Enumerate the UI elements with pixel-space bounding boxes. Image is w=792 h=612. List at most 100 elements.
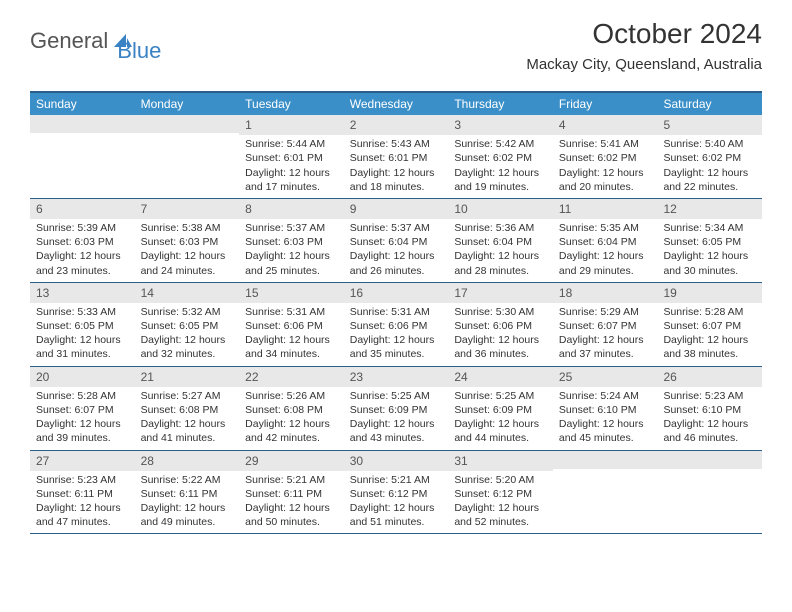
day-body: Sunrise: 5:21 AMSunset: 6:12 PMDaylight:… <box>344 471 449 534</box>
sunset-text: Sunset: 6:02 PM <box>559 151 652 165</box>
day-body: Sunrise: 5:31 AMSunset: 6:06 PMDaylight:… <box>239 303 344 366</box>
day-body <box>553 469 658 529</box>
daylight-text: Daylight: 12 hours and 34 minutes. <box>245 333 338 361</box>
day-body: Sunrise: 5:23 AMSunset: 6:10 PMDaylight:… <box>657 387 762 450</box>
day-number <box>30 115 135 133</box>
day-body: Sunrise: 5:24 AMSunset: 6:10 PMDaylight:… <box>553 387 658 450</box>
sunrise-text: Sunrise: 5:21 AM <box>350 473 443 487</box>
day-number: 19 <box>657 283 762 303</box>
daylight-text: Daylight: 12 hours and 49 minutes. <box>141 501 234 529</box>
sunset-text: Sunset: 6:02 PM <box>663 151 756 165</box>
day-body: Sunrise: 5:34 AMSunset: 6:05 PMDaylight:… <box>657 219 762 282</box>
sunset-text: Sunset: 6:12 PM <box>350 487 443 501</box>
daylight-text: Daylight: 12 hours and 38 minutes. <box>663 333 756 361</box>
day-number: 21 <box>135 367 240 387</box>
empty-cell <box>30 115 135 198</box>
day-number: 7 <box>135 199 240 219</box>
sunrise-text: Sunrise: 5:43 AM <box>350 137 443 151</box>
title-block: October 2024 Mackay City, Queensland, Au… <box>526 18 762 73</box>
sunset-text: Sunset: 6:05 PM <box>663 235 756 249</box>
logo-text-general: General <box>30 28 108 54</box>
day-number: 28 <box>135 451 240 471</box>
day-number: 25 <box>553 367 658 387</box>
sunrise-text: Sunrise: 5:42 AM <box>454 137 547 151</box>
daylight-text: Daylight: 12 hours and 31 minutes. <box>36 333 129 361</box>
daylight-text: Daylight: 12 hours and 46 minutes. <box>663 417 756 445</box>
sunrise-text: Sunrise: 5:24 AM <box>559 389 652 403</box>
day-cell: 28Sunrise: 5:22 AMSunset: 6:11 PMDayligh… <box>135 451 240 534</box>
day-body: Sunrise: 5:33 AMSunset: 6:05 PMDaylight:… <box>30 303 135 366</box>
day-number <box>657 451 762 469</box>
sunrise-text: Sunrise: 5:25 AM <box>350 389 443 403</box>
daylight-text: Daylight: 12 hours and 17 minutes. <box>245 166 338 194</box>
weekday-thursday: Thursday <box>448 93 553 115</box>
weeks-container: 1Sunrise: 5:44 AMSunset: 6:01 PMDaylight… <box>30 115 762 534</box>
day-cell: 2Sunrise: 5:43 AMSunset: 6:01 PMDaylight… <box>344 115 449 198</box>
week-row: 6Sunrise: 5:39 AMSunset: 6:03 PMDaylight… <box>30 199 762 283</box>
sunrise-text: Sunrise: 5:28 AM <box>36 389 129 403</box>
sunset-text: Sunset: 6:01 PM <box>350 151 443 165</box>
daylight-text: Daylight: 12 hours and 32 minutes. <box>141 333 234 361</box>
sunset-text: Sunset: 6:09 PM <box>350 403 443 417</box>
day-body: Sunrise: 5:42 AMSunset: 6:02 PMDaylight:… <box>448 135 553 198</box>
day-number: 11 <box>553 199 658 219</box>
sunset-text: Sunset: 6:03 PM <box>36 235 129 249</box>
week-row: 20Sunrise: 5:28 AMSunset: 6:07 PMDayligh… <box>30 367 762 451</box>
day-cell: 18Sunrise: 5:29 AMSunset: 6:07 PMDayligh… <box>553 283 658 366</box>
day-number: 16 <box>344 283 449 303</box>
day-number <box>135 115 240 133</box>
week-row: 1Sunrise: 5:44 AMSunset: 6:01 PMDaylight… <box>30 115 762 199</box>
sunset-text: Sunset: 6:05 PM <box>36 319 129 333</box>
daylight-text: Daylight: 12 hours and 37 minutes. <box>559 333 652 361</box>
week-row: 13Sunrise: 5:33 AMSunset: 6:05 PMDayligh… <box>30 283 762 367</box>
daylight-text: Daylight: 12 hours and 51 minutes. <box>350 501 443 529</box>
day-body: Sunrise: 5:29 AMSunset: 6:07 PMDaylight:… <box>553 303 658 366</box>
day-number: 1 <box>239 115 344 135</box>
day-body: Sunrise: 5:27 AMSunset: 6:08 PMDaylight:… <box>135 387 240 450</box>
daylight-text: Daylight: 12 hours and 30 minutes. <box>663 249 756 277</box>
daylight-text: Daylight: 12 hours and 28 minutes. <box>454 249 547 277</box>
day-body: Sunrise: 5:38 AMSunset: 6:03 PMDaylight:… <box>135 219 240 282</box>
day-body <box>135 133 240 193</box>
daylight-text: Daylight: 12 hours and 19 minutes. <box>454 166 547 194</box>
logo: General Blue <box>30 18 161 64</box>
sunset-text: Sunset: 6:04 PM <box>454 235 547 249</box>
day-cell: 6Sunrise: 5:39 AMSunset: 6:03 PMDaylight… <box>30 199 135 282</box>
day-number: 27 <box>30 451 135 471</box>
daylight-text: Daylight: 12 hours and 22 minutes. <box>663 166 756 194</box>
daylight-text: Daylight: 12 hours and 43 minutes. <box>350 417 443 445</box>
day-number: 29 <box>239 451 344 471</box>
day-number: 10 <box>448 199 553 219</box>
sunset-text: Sunset: 6:11 PM <box>141 487 234 501</box>
day-body: Sunrise: 5:25 AMSunset: 6:09 PMDaylight:… <box>344 387 449 450</box>
sunrise-text: Sunrise: 5:35 AM <box>559 221 652 235</box>
sunrise-text: Sunrise: 5:23 AM <box>36 473 129 487</box>
sunrise-text: Sunrise: 5:31 AM <box>350 305 443 319</box>
day-number: 8 <box>239 199 344 219</box>
sunrise-text: Sunrise: 5:41 AM <box>559 137 652 151</box>
daylight-text: Daylight: 12 hours and 23 minutes. <box>36 249 129 277</box>
sunset-text: Sunset: 6:11 PM <box>36 487 129 501</box>
day-cell: 25Sunrise: 5:24 AMSunset: 6:10 PMDayligh… <box>553 367 658 450</box>
sunrise-text: Sunrise: 5:28 AM <box>663 305 756 319</box>
day-number <box>553 451 658 469</box>
daylight-text: Daylight: 12 hours and 25 minutes. <box>245 249 338 277</box>
weekday-tuesday: Tuesday <box>239 93 344 115</box>
daylight-text: Daylight: 12 hours and 36 minutes. <box>454 333 547 361</box>
daylight-text: Daylight: 12 hours and 42 minutes. <box>245 417 338 445</box>
daylight-text: Daylight: 12 hours and 50 minutes. <box>245 501 338 529</box>
day-body: Sunrise: 5:36 AMSunset: 6:04 PMDaylight:… <box>448 219 553 282</box>
sunset-text: Sunset: 6:10 PM <box>559 403 652 417</box>
day-body: Sunrise: 5:32 AMSunset: 6:05 PMDaylight:… <box>135 303 240 366</box>
day-body <box>30 133 135 193</box>
day-number: 9 <box>344 199 449 219</box>
day-number: 6 <box>30 199 135 219</box>
day-cell: 12Sunrise: 5:34 AMSunset: 6:05 PMDayligh… <box>657 199 762 282</box>
weekday-header-row: SundayMondayTuesdayWednesdayThursdayFrid… <box>30 93 762 115</box>
header: General Blue October 2024 Mackay City, Q… <box>0 0 792 81</box>
day-body: Sunrise: 5:22 AMSunset: 6:11 PMDaylight:… <box>135 471 240 534</box>
day-cell: 13Sunrise: 5:33 AMSunset: 6:05 PMDayligh… <box>30 283 135 366</box>
logo-text-blue: Blue <box>117 38 161 64</box>
daylight-text: Daylight: 12 hours and 35 minutes. <box>350 333 443 361</box>
day-number: 30 <box>344 451 449 471</box>
